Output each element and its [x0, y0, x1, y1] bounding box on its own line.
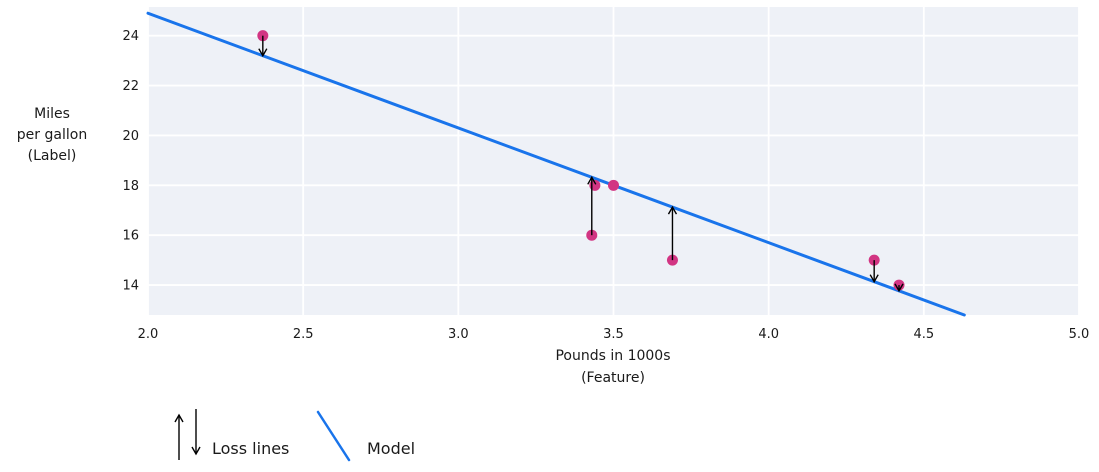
x-tick-label: 3.0 — [448, 327, 469, 342]
x-axis-title: Pounds in 1000s (Feature) — [555, 348, 670, 386]
x-axis-title-line2: (Feature) — [581, 370, 645, 386]
x-tick-label: 5.0 — [1069, 327, 1090, 342]
x-axis-tick-labels: 2.0 2.5 3.0 3.5 4.0 4.5 5.0 — [138, 327, 1090, 342]
y-axis-title-line2: per gallon — [17, 127, 87, 143]
y-tick-label: 18 — [122, 179, 139, 194]
x-tick-label: 2.5 — [293, 327, 314, 342]
y-axis-tick-labels: 14 16 18 20 22 24 — [122, 29, 139, 293]
y-axis-title: Miles per gallon (Label) — [17, 106, 87, 164]
data-point — [589, 179, 601, 191]
legend-model-label: Model — [367, 439, 415, 458]
y-axis-title-line3: (Label) — [28, 148, 77, 164]
legend-model-line-icon — [316, 410, 351, 462]
model-line — [146, 11, 966, 317]
loss-arrows-layer — [258, 35, 904, 293]
y-axis-title-line1: Miles — [34, 106, 70, 122]
y-tick-label: 14 — [122, 279, 139, 294]
y-tick-label: 24 — [122, 29, 139, 44]
y-tick-label: 20 — [122, 129, 139, 144]
y-tick-label: 16 — [122, 229, 139, 244]
legend-loss-lines-label: Loss lines — [212, 439, 289, 458]
model-line-layer — [146, 11, 966, 317]
x-tick-label: 4.0 — [758, 327, 779, 342]
x-axis-title-line1: Pounds in 1000s — [555, 348, 670, 364]
x-tick-label: 4.5 — [913, 327, 934, 342]
x-tick-label: 3.5 — [603, 327, 624, 342]
data-point — [608, 179, 619, 191]
legend: Loss lines Model — [174, 409, 415, 462]
x-tick-label: 2.0 — [138, 327, 159, 342]
y-tick-label: 22 — [122, 79, 139, 94]
